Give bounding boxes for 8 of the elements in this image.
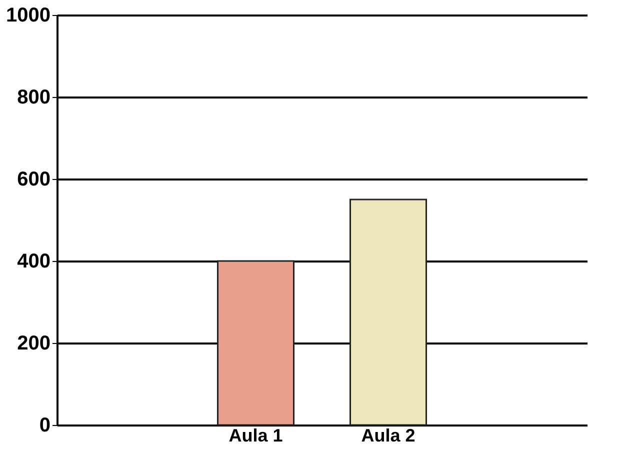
- y-tick-label: 800: [17, 86, 50, 108]
- y-tick-label: 600: [17, 168, 50, 190]
- x-tick-label: Aula 1: [228, 426, 283, 446]
- y-tick-label: 1000: [6, 4, 50, 26]
- y-tick-label: 400: [17, 250, 50, 272]
- y-tick-label: 0: [39, 414, 50, 436]
- y-tick-label: 200: [17, 332, 50, 354]
- x-tick-label: Aula 2: [361, 426, 416, 446]
